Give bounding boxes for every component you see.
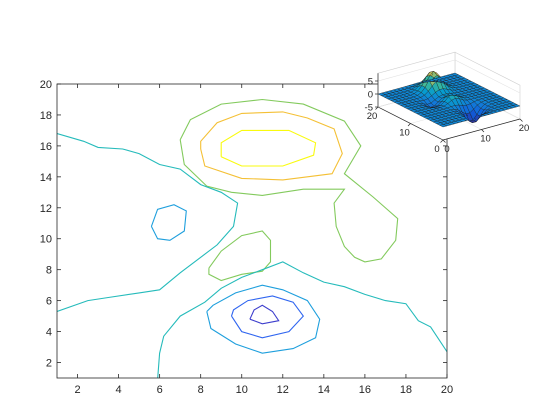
contour-line-level-6-0 [249, 304, 280, 325]
surface-z-tick-label: -5 [365, 103, 373, 114]
surface-y-tick-mark [407, 123, 411, 127]
surface-x-tick-mark [519, 118, 523, 122]
contour-x-ticks: 2 4 6 8 10 12 14 16 18 20 [74, 84, 453, 396]
surface-inset: 0 10 20 0 10 20 5 0 -5 [365, 51, 530, 156]
contour-plot-area [57, 84, 447, 378]
contour-line-level-0-0 [220, 129, 317, 167]
contour-axes-frame [56, 83, 448, 379]
surface-mesh [377, 70, 521, 128]
surface-x-tick-label: 20 [519, 123, 530, 134]
y-tick-label: 14 [40, 172, 52, 184]
contour-y-ticks: 2 4 6 8 10 12 14 16 18 20 [40, 79, 447, 370]
surface-x-tick-mark [442, 139, 446, 143]
y-tick-label: 12 [40, 203, 52, 215]
surface-x-tick-label: 10 [480, 134, 491, 145]
x-tick-label: 12 [277, 384, 289, 396]
y-tick-label: 6 [46, 296, 52, 308]
y-tick-label: 16 [40, 141, 52, 153]
surface-y-tick-label: 10 [399, 128, 410, 139]
surface-x-tick-label: 0 [444, 144, 449, 155]
surface-patch [377, 92, 386, 96]
contour-line-level-1-0 [200, 111, 343, 181]
x-tick-label: 20 [441, 384, 453, 396]
surface-y-tick-mark [440, 139, 444, 143]
y-tick-label: 2 [46, 358, 52, 370]
contour-line-level-3-1 [157, 261, 447, 378]
x-tick-label: 18 [400, 384, 412, 396]
x-tick-label: 16 [359, 384, 371, 396]
y-tick-label: 10 [40, 234, 52, 246]
y-tick-label: 18 [40, 110, 52, 122]
contour-line-level-4-0 [150, 204, 187, 241]
contour-line-level-4-1 [206, 284, 321, 354]
contour-line-level-2-0 [179, 98, 399, 263]
x-tick-label: 14 [318, 384, 330, 396]
wall-grid-line [377, 59, 521, 94]
contour-line-level-3-0 [57, 132, 239, 313]
y-tick-label: 4 [46, 327, 52, 339]
surface-y-tick-mark [375, 106, 379, 110]
contour-line-level-5-0 [230, 295, 305, 339]
surface-y-tick-label: 0 [434, 144, 439, 155]
surface-y-tick-label: 20 [367, 111, 378, 122]
x-tick-label: 6 [157, 384, 163, 396]
surface-z-tick-label: 0 [368, 90, 373, 101]
surface-ticks: 0 10 20 0 10 20 5 0 -5 [365, 77, 530, 156]
y-tick-label: 20 [40, 79, 52, 91]
surface-x-tick-mark [481, 129, 485, 133]
y-tick-label: 8 [46, 265, 52, 277]
x-tick-label: 2 [74, 384, 80, 396]
x-tick-label: 8 [198, 384, 204, 396]
contour-lines [57, 98, 447, 378]
x-tick-label: 4 [116, 384, 122, 396]
x-tick-label: 10 [236, 384, 248, 396]
contour-line-level-2-1 [208, 230, 272, 282]
surface-z-tick-label: 5 [368, 77, 373, 88]
contour-axes: 2 4 6 8 10 12 14 16 18 20 2 4 6 8 10 12 14 16 18 20 [40, 79, 453, 396]
